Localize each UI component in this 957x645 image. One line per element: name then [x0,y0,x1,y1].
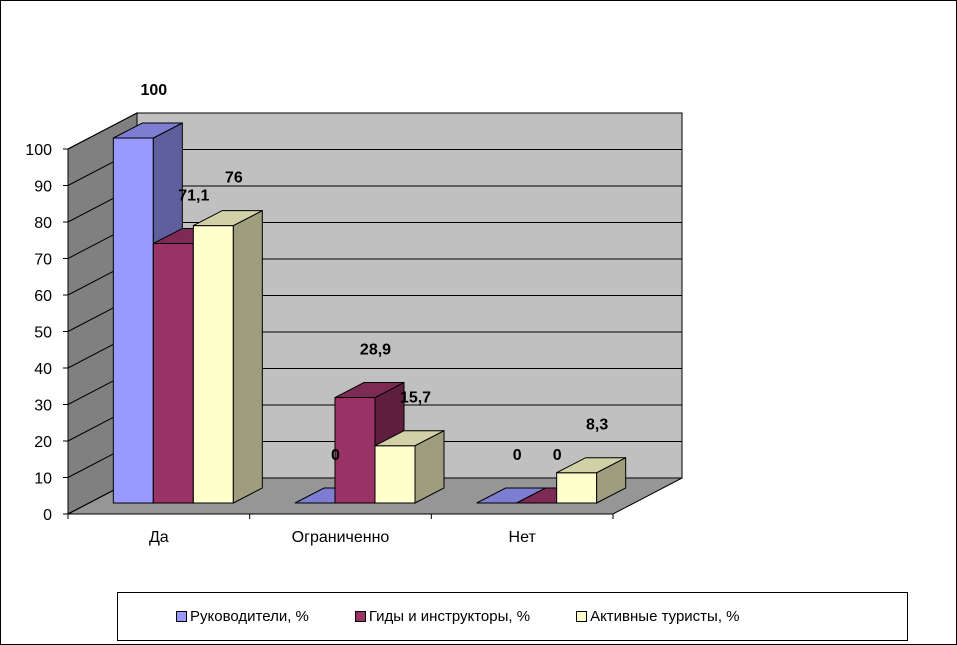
bar-front [152,242,194,504]
y-tick-label: 70 [34,252,52,269]
legend-item: Активные туристы, % [576,608,740,625]
bar-front [192,225,234,504]
gridline [67,112,682,150]
bar-front [556,472,598,504]
bar-front [112,137,154,504]
data-label: 8,3 [586,417,608,434]
legend-label: Активные туристы, % [590,608,740,625]
legend-label: Руководители, % [190,608,309,625]
bar-front [374,445,416,504]
data-label: 0 [513,447,522,464]
y-tick-label: 80 [34,215,52,232]
bar [192,209,263,504]
data-label: 15,7 [400,390,431,407]
legend-item: Гиды и инструкторы, % [354,608,531,625]
bar-top [334,382,405,399]
y-tick-label: 30 [34,398,52,415]
bar-top [556,457,626,474]
y-tick-label: 20 [34,434,52,451]
bar [374,429,445,504]
legend-swatch [176,611,187,622]
y-tick-label: 0 [43,507,52,524]
legend-swatch [576,611,588,622]
bar [556,456,627,504]
y-tick-label: 100 [25,142,52,159]
y-tick-label: 90 [34,179,52,196]
y-tick-label: 50 [34,325,52,342]
legend-item: Руководители, % [176,608,309,625]
data-label: 100 [140,82,167,99]
bar-top [193,210,263,227]
legend-swatch [354,611,366,622]
data-label: 0 [331,447,340,464]
bar-side [232,209,263,504]
x-tick-label: Да [149,529,169,546]
data-label: 0 [553,447,562,464]
data-label: 28,9 [360,342,391,359]
y-tick-label: 40 [34,361,52,378]
bar-top [113,122,183,139]
data-label: 76 [225,170,243,187]
bar-top [374,430,445,447]
data-label: 71,1 [178,187,209,204]
bar-front [334,397,376,504]
chart-legend: Руководители, % Гиды и инструкторы, % Ак… [117,592,908,641]
x-tick-label: Нет [509,529,537,546]
y-tick-label: 10 [34,471,52,488]
x-tick-label: Ограниченно [292,529,390,546]
legend-label: Гиды и инструкторы, % [368,608,531,625]
y-tick-label: 60 [34,288,52,305]
